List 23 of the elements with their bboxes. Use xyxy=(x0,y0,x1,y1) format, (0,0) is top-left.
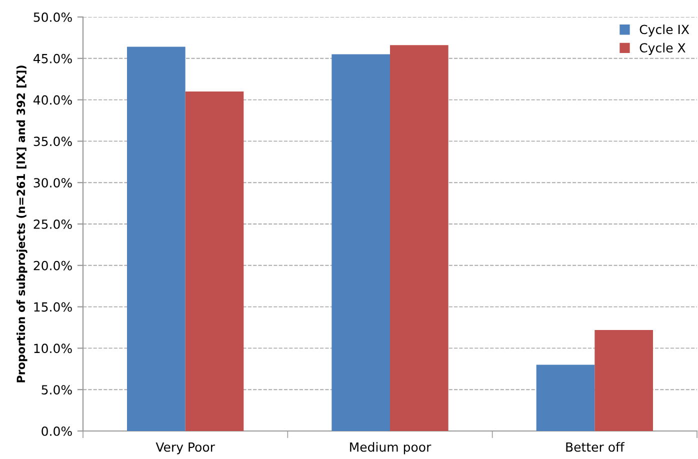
y-tick-label: 10.0% xyxy=(34,344,72,354)
y-axis-title: Proportion of subprojects (n=261 [IX] and 392 [X]) xyxy=(16,66,28,382)
y-tick-label: 45.0% xyxy=(33,54,72,64)
legend-label: Cycle IX xyxy=(640,24,690,37)
bar xyxy=(127,46,186,431)
y-tick-label: 35.0% xyxy=(34,136,72,146)
y-tick-label: 5.0% xyxy=(42,385,72,395)
bar xyxy=(332,54,390,431)
y-tick-label: 15.0% xyxy=(34,302,72,312)
bar xyxy=(594,330,653,431)
y-tick-label: 20.0% xyxy=(34,260,72,270)
y-tick-label: 0.0% xyxy=(42,426,72,436)
bar xyxy=(390,45,448,431)
x-tick-label: Better off xyxy=(566,442,625,452)
y-tick-label: 25.0% xyxy=(34,219,72,229)
bar xyxy=(185,92,244,431)
y-tick-label: 50.0% xyxy=(34,12,72,22)
x-tick-label: Very Poor xyxy=(156,442,215,454)
y-tick-label: 30.0% xyxy=(34,178,72,188)
bar xyxy=(536,364,595,431)
x-tick-label: Medium poor xyxy=(350,442,432,454)
y-tick-label: 40.0% xyxy=(33,95,72,105)
legend-label: Cycle X xyxy=(640,42,686,55)
